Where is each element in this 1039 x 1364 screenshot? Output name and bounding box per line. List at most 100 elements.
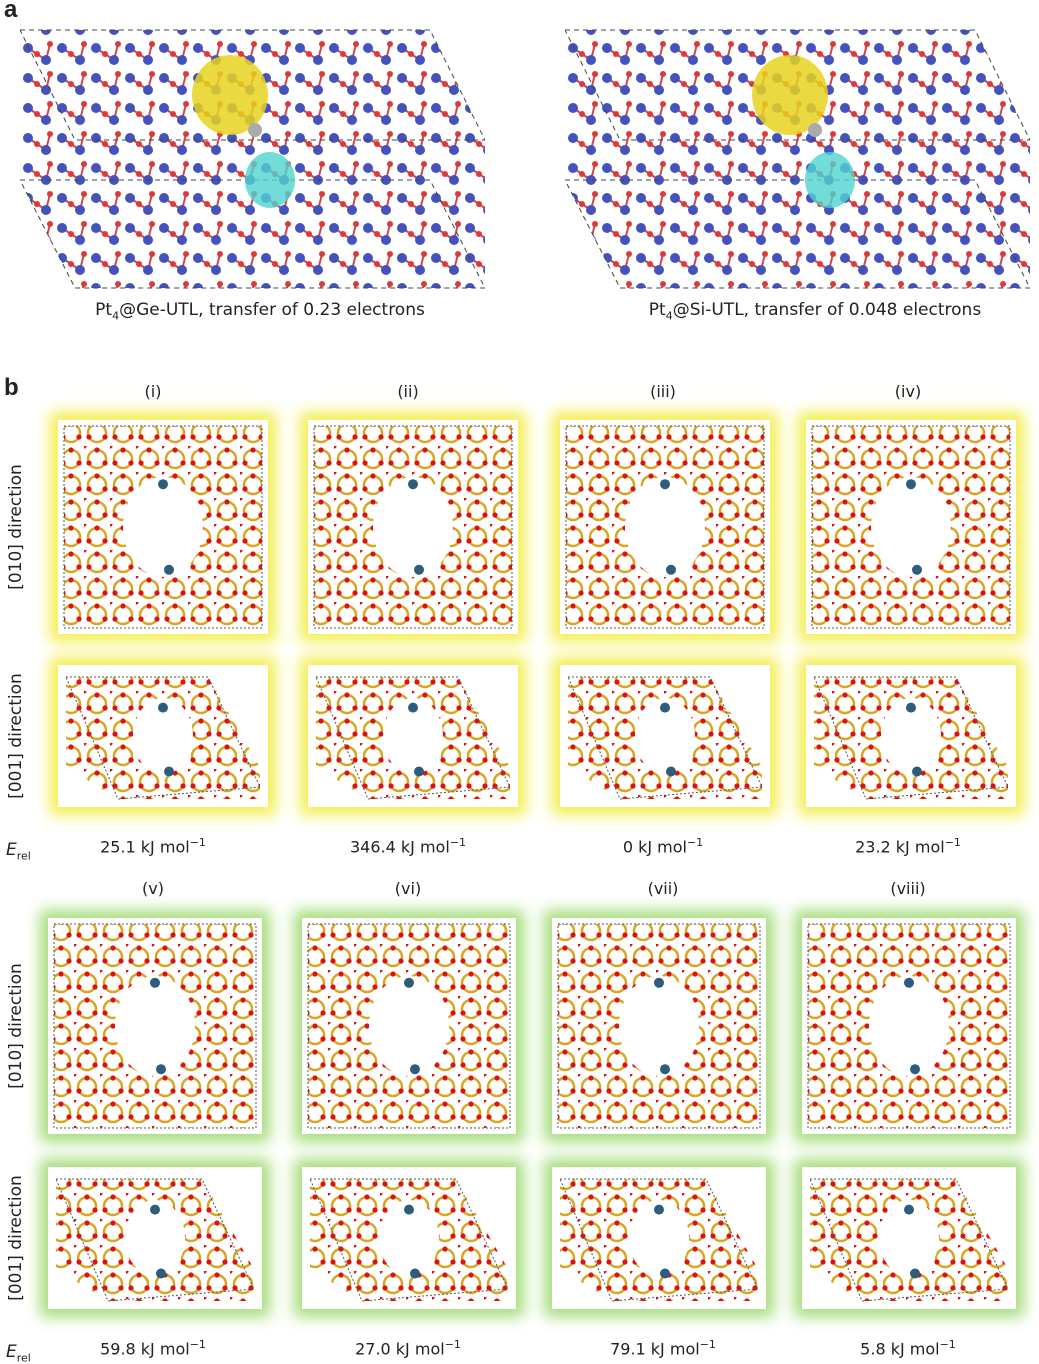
energy-label: 23.2 kJ mol−1 xyxy=(788,836,1028,856)
energy-label: 59.8 kJ mol−1 xyxy=(33,1338,273,1358)
row-label: [001] direction xyxy=(6,1175,26,1301)
exponent: −1 xyxy=(449,836,466,849)
pore xyxy=(123,477,203,577)
cell-edge xyxy=(559,1178,759,1302)
column-label: (ii) xyxy=(397,382,419,401)
charge-density xyxy=(805,152,855,208)
pt-cluster xyxy=(654,1204,664,1215)
pt-cluster xyxy=(410,1268,420,1279)
pt-cluster xyxy=(150,1204,160,1215)
caption: @Si-UTL, transfer of 0.048 electrons xyxy=(672,300,982,320)
cell-edge xyxy=(309,1178,509,1302)
pt-cluster xyxy=(906,479,916,490)
structure-image xyxy=(65,676,261,800)
energy: 25.1 kJ mol xyxy=(100,837,190,857)
pt-cluster xyxy=(660,1064,670,1075)
exponent: −1 xyxy=(189,836,206,849)
pt-cluster xyxy=(660,479,670,490)
exponent: −1 xyxy=(686,836,704,849)
energy-symbol: Erel xyxy=(6,1342,31,1364)
framework xyxy=(20,30,485,288)
pt-cluster xyxy=(912,564,922,575)
pore xyxy=(879,1200,939,1276)
structure-image xyxy=(565,425,765,629)
cell-edge xyxy=(20,29,485,141)
pore xyxy=(133,698,193,774)
column-label: (viii) xyxy=(890,879,926,898)
pt-cluster xyxy=(158,479,168,490)
pore xyxy=(125,1200,185,1276)
cell-edge xyxy=(809,1178,1009,1302)
cell-edge xyxy=(557,923,761,1129)
structure-image xyxy=(313,425,513,629)
framework xyxy=(565,30,1030,288)
section-label: b xyxy=(4,374,19,401)
caption: @Ge-UTL, transfer of 0.23 electrons xyxy=(119,300,425,320)
cell-edge xyxy=(53,923,257,1129)
charge-density xyxy=(752,55,828,135)
energy-symbol: Erel xyxy=(6,840,31,862)
panel-caption: Pt4@Ge-UTL, transfer of 0.23 electrons xyxy=(60,300,460,322)
pt-cluster xyxy=(910,1268,920,1279)
pt-cluster xyxy=(410,1064,420,1075)
structure-image xyxy=(807,923,1011,1129)
structure-image xyxy=(811,425,1011,629)
pt-cluster xyxy=(912,766,922,777)
pt-cluster xyxy=(408,702,418,713)
pore xyxy=(115,976,195,1076)
energy: 59.8 kJ mol xyxy=(100,1339,190,1359)
pore xyxy=(881,698,941,774)
energy: 0 kJ mol xyxy=(622,837,687,857)
column-label: (i) xyxy=(144,382,162,401)
structure-image xyxy=(557,923,761,1129)
pt-cluster xyxy=(906,702,916,713)
exponent: −1 xyxy=(939,1338,956,1351)
structure-image xyxy=(567,676,763,800)
energy: 23.2 kJ mol xyxy=(855,837,945,857)
pt-cluster xyxy=(414,766,424,777)
subscript: 4 xyxy=(665,309,673,323)
formula: Pt xyxy=(648,300,666,320)
pore xyxy=(379,1200,439,1276)
pt-cluster xyxy=(660,702,670,713)
row-label: [010] direction xyxy=(6,464,26,590)
charge-density xyxy=(192,55,268,135)
row-label: [010] direction xyxy=(6,963,26,1089)
pore xyxy=(383,698,443,774)
panel-caption: Pt4@Si-UTL, transfer of 0.048 electrons xyxy=(615,300,1015,322)
symbol: E xyxy=(6,840,17,860)
energy-label: 27.0 kJ mol−1 xyxy=(288,1338,528,1358)
pore xyxy=(635,698,695,774)
energy: 5.8 kJ mol xyxy=(860,1339,940,1359)
subscript: rel xyxy=(16,849,31,863)
pore xyxy=(619,976,699,1076)
pore xyxy=(629,1200,689,1276)
cell-edge xyxy=(55,1178,255,1302)
column-label: (vi) xyxy=(394,879,422,898)
energy-label: 0 kJ mol−1 xyxy=(543,836,783,856)
pt-cluster xyxy=(156,1064,166,1075)
exponent: −1 xyxy=(699,1338,716,1351)
structure-image xyxy=(53,923,257,1129)
structure-image xyxy=(315,676,511,800)
column-label: (iv) xyxy=(894,382,922,401)
energy: 27.0 kJ mol xyxy=(355,1339,445,1359)
section-label: a xyxy=(4,0,18,23)
pore xyxy=(625,477,705,577)
subscript: 4 xyxy=(112,309,120,323)
cell-edge xyxy=(807,923,1011,1129)
pt-cluster xyxy=(666,766,676,777)
pt-cluster xyxy=(150,977,160,988)
pt-cluster xyxy=(660,1268,670,1279)
pt-cluster xyxy=(666,564,676,575)
exponent: −1 xyxy=(444,1338,461,1351)
structure-image xyxy=(559,1178,759,1302)
energy-label: 25.1 kJ mol−1 xyxy=(33,836,273,856)
pt-cluster xyxy=(904,977,914,988)
energy: 346.4 kJ mol xyxy=(350,837,450,857)
pt-cluster xyxy=(904,1204,914,1215)
structure-image xyxy=(309,1178,509,1302)
pt-atom xyxy=(808,123,822,137)
row-label: [001] direction xyxy=(6,673,26,799)
